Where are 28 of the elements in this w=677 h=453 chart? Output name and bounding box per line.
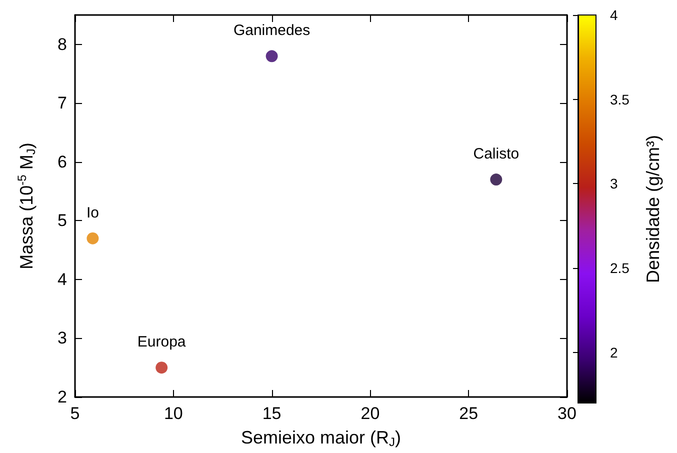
annotation: Calisto (473, 146, 520, 163)
y-tick-label: 2 (58, 388, 67, 406)
x-tick-label: 10 (164, 404, 183, 423)
x-tick-label: 30 (558, 404, 576, 423)
y-tick-label: 4 (58, 270, 67, 289)
color-bar-label: 4 (610, 7, 618, 23)
color-bar-label: 2 (610, 344, 618, 360)
annotation: Europa (137, 334, 186, 351)
y-axis-title: Massa (10-5 MJ) (15, 142, 38, 270)
point (86, 232, 99, 244)
color-bar-label: 3.5 (610, 91, 630, 108)
x-tick-label: 20 (360, 404, 380, 423)
y-tick-label: 8 (58, 34, 67, 54)
x-tick-label: 5 (70, 404, 80, 423)
x-tick-label: 25 (459, 404, 478, 423)
y-tick-label: 6 (58, 152, 67, 172)
color-bar-label: 2.5 (610, 260, 630, 276)
color-bar-label: 3 (610, 176, 618, 192)
point (266, 50, 278, 62)
point (490, 174, 502, 186)
annotation: Ganimedes (233, 22, 310, 40)
point (156, 362, 168, 374)
color-bar-title: Densidade (g/cm³) (643, 134, 663, 284)
x-tick-label: 15 (262, 404, 282, 423)
annotation: Io (86, 204, 99, 222)
y-tick-label: 7 (58, 94, 67, 113)
y-tick-label: 3 (58, 328, 67, 348)
y-tick-label: 5 (58, 211, 67, 230)
